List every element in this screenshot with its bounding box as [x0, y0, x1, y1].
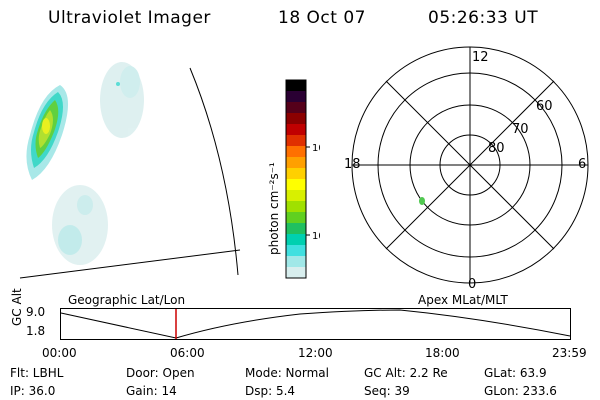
- lat-label-60: 60: [536, 99, 553, 114]
- colorbar-cell: [286, 267, 306, 279]
- info-gc-alt: GC Alt: 2.2 Re: [364, 366, 448, 380]
- strip-left-title: Geographic Lat/Lon: [68, 293, 186, 307]
- strip-x-tick-2359: 23:59: [552, 346, 587, 360]
- info-dsp: Dsp: 5.4: [245, 384, 296, 398]
- colorbar-cell: [286, 157, 306, 169]
- colorbar-label-100: 100: [312, 143, 320, 154]
- aurora-spot: [419, 197, 425, 205]
- info-gain: Gain: 14: [126, 384, 177, 398]
- colorbar-label-10: 10: [312, 231, 320, 242]
- colorbar-cell: [286, 256, 306, 268]
- polar-line-diag2: [385, 80, 555, 250]
- earth-limb-line: [189, 67, 239, 276]
- mlt-label-12: 12: [472, 50, 489, 65]
- altitude-strip-chart: [60, 308, 571, 340]
- strip-y-axis-label: GC Alt: [10, 288, 24, 326]
- colorbar: 100 10 photon cm⁻²s⁻¹: [267, 79, 320, 279]
- horizon-line: [19, 249, 241, 279]
- colorbar-cell: [286, 146, 306, 158]
- strip-x-tick-0600: 06:00: [170, 346, 205, 360]
- mlt-label-18: 18: [344, 157, 361, 172]
- mlt-label-6: 6: [578, 157, 586, 172]
- polar-plot: 12 18 6 0 60 70 80: [344, 46, 589, 290]
- date-label: 18 Oct 07: [278, 8, 366, 28]
- colorbar-cell: [286, 80, 306, 92]
- colorbar-scale: [286, 80, 306, 279]
- strip-x-tick-1200: 12:00: [298, 346, 333, 360]
- info-ip: IP: 36.0: [10, 384, 56, 398]
- info-glat: GLat: 63.9: [484, 366, 547, 380]
- time-label: 05:26:33 UT: [428, 8, 539, 28]
- info-mode: Mode: Normal: [245, 366, 329, 380]
- geographic-image: [19, 62, 241, 279]
- colorbar-cell: [286, 212, 306, 224]
- colorbar-cell: [286, 201, 306, 213]
- altitude-curve: [60, 309, 571, 339]
- aurora-faint-region: [52, 62, 144, 265]
- info-seq: Seq: 39: [364, 384, 410, 398]
- colorbar-cell: [286, 223, 306, 235]
- lat-label-70: 70: [512, 122, 529, 137]
- colorbar-cell: [286, 179, 306, 191]
- colorbar-unit-label: photon cm⁻²s⁻¹: [267, 162, 281, 255]
- colorbar-cell: [286, 102, 306, 114]
- colorbar-cell: [286, 91, 306, 103]
- info-glon: GLon: 233.6: [484, 384, 557, 398]
- colorbar-cell: [286, 113, 306, 125]
- mlt-label-0: 0: [468, 277, 476, 290]
- colorbar-cell: [286, 234, 306, 246]
- info-flt: Flt: LBHL: [10, 366, 64, 380]
- info-door: Door: Open: [126, 366, 195, 380]
- strip-x-tick-1800: 18:00: [425, 346, 460, 360]
- colorbar-cell: [286, 245, 306, 257]
- strip-right-title: Apex MLat/MLT: [418, 293, 508, 307]
- instrument-title: Ultraviolet Imager: [48, 8, 211, 28]
- strip-y-tick-top: 9.0: [26, 305, 46, 319]
- colorbar-cell: [286, 190, 306, 202]
- strip-x-tick-0000: 00:00: [42, 346, 77, 360]
- lat-label-80: 80: [488, 141, 505, 156]
- strip-y-tick-bottom: 1.8: [26, 324, 46, 338]
- aurora-bright-region: [26, 85, 69, 180]
- colorbar-cell: [286, 135, 306, 147]
- colorbar-cell: [286, 124, 306, 136]
- colorbar-cell: [286, 168, 306, 180]
